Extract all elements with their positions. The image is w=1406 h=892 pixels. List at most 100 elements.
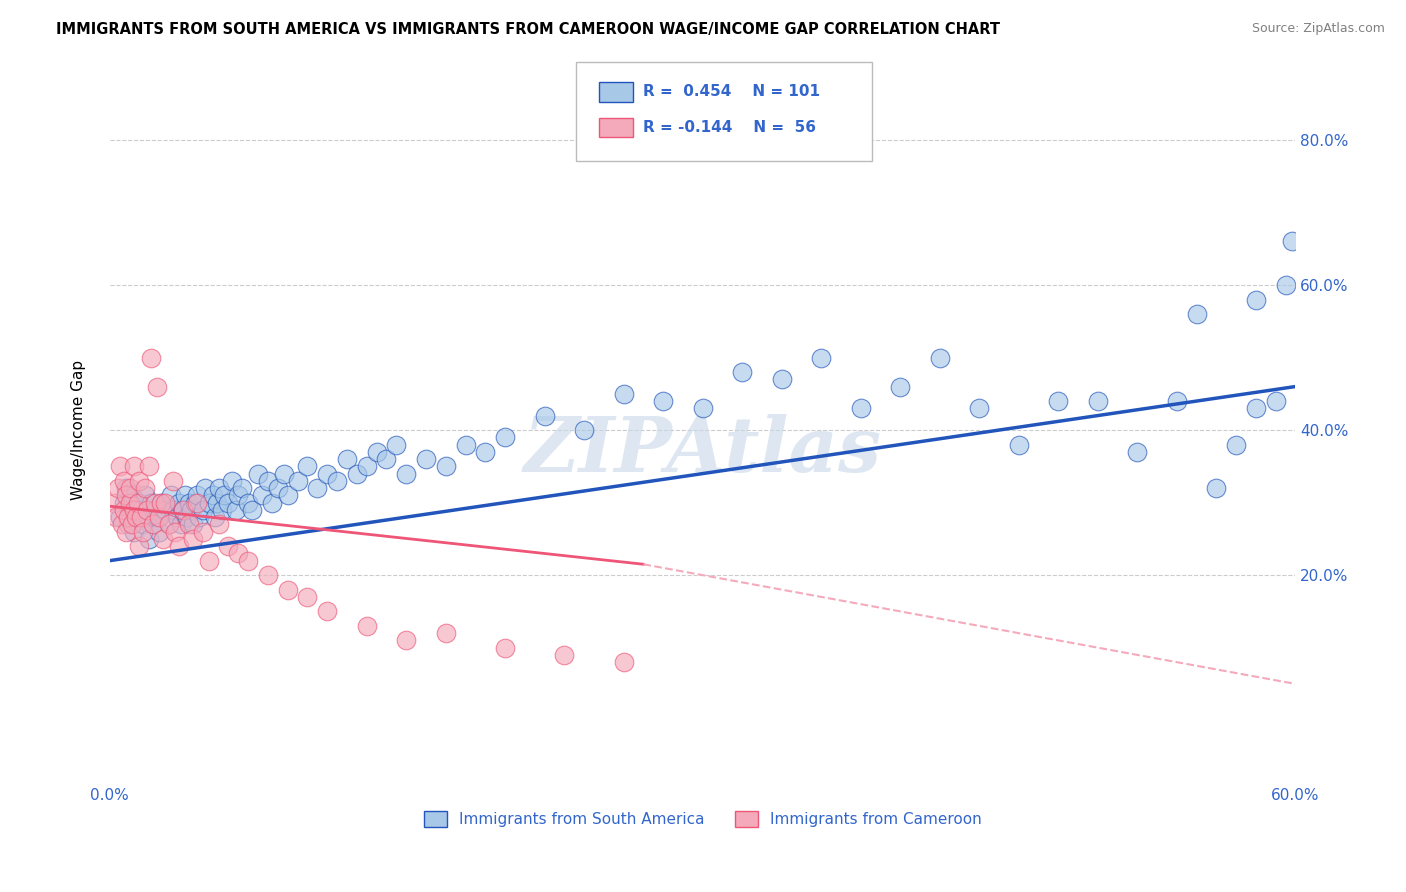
Point	[326, 474, 349, 488]
Point	[108, 459, 131, 474]
Text: Source: ZipAtlas.com: Source: ZipAtlas.com	[1251, 22, 1385, 36]
Point	[177, 517, 200, 532]
Text: R =  0.454    N = 101: R = 0.454 N = 101	[643, 85, 820, 99]
Text: R = -0.144    N =  56: R = -0.144 N = 56	[643, 120, 815, 135]
Point	[307, 481, 329, 495]
Point	[1047, 394, 1070, 409]
Point	[117, 510, 139, 524]
Point	[366, 445, 388, 459]
Point	[186, 488, 208, 502]
Point	[127, 510, 149, 524]
Point	[207, 517, 229, 532]
Point	[134, 488, 156, 502]
Point	[204, 510, 226, 524]
Point	[112, 503, 135, 517]
Point	[141, 351, 163, 365]
Point	[112, 474, 135, 488]
Point	[395, 633, 418, 648]
Point	[197, 495, 219, 509]
Point	[157, 517, 180, 532]
Point	[240, 503, 263, 517]
Point	[124, 510, 146, 524]
Point	[214, 488, 236, 502]
Point	[167, 495, 190, 509]
Point	[346, 467, 368, 481]
Point	[142, 517, 165, 532]
Point	[273, 467, 295, 481]
Point	[194, 481, 217, 495]
Point	[692, 401, 714, 416]
Point	[250, 488, 273, 502]
Point	[170, 517, 193, 532]
Point	[177, 495, 200, 509]
Point	[197, 554, 219, 568]
Point	[191, 524, 214, 539]
Point	[928, 351, 950, 365]
Point	[316, 604, 339, 618]
Point	[260, 495, 283, 509]
Point	[118, 481, 141, 495]
Point	[207, 481, 229, 495]
Point	[112, 495, 135, 509]
Point	[111, 517, 134, 532]
Point	[180, 503, 202, 517]
Text: ZIPAtlas: ZIPAtlas	[523, 414, 882, 488]
Point	[150, 495, 173, 509]
Point	[221, 474, 243, 488]
Point	[211, 503, 233, 517]
Point	[316, 467, 339, 481]
Point	[225, 503, 247, 517]
Point	[889, 379, 911, 393]
Point	[128, 539, 150, 553]
Point	[201, 488, 224, 502]
Point	[217, 539, 239, 553]
Point	[153, 495, 176, 509]
Point	[122, 503, 145, 517]
Y-axis label: Wage/Income Gap: Wage/Income Gap	[72, 360, 86, 500]
Point	[267, 481, 290, 495]
Point	[277, 582, 299, 597]
Point	[217, 495, 239, 509]
Point	[1274, 278, 1296, 293]
Point	[141, 495, 163, 509]
Point	[257, 474, 280, 488]
Point	[181, 517, 204, 532]
Point	[136, 510, 159, 524]
Point	[181, 532, 204, 546]
Point	[103, 495, 125, 509]
Point	[1185, 307, 1208, 321]
Point	[226, 546, 249, 560]
Point	[114, 481, 136, 495]
Point	[127, 495, 149, 509]
Point	[247, 467, 270, 481]
Point	[131, 510, 153, 524]
Point	[114, 488, 136, 502]
Point	[132, 517, 155, 532]
Point	[1166, 394, 1188, 409]
Point	[128, 495, 150, 509]
Point	[277, 488, 299, 502]
Point	[117, 517, 139, 532]
Point	[1225, 437, 1247, 451]
Point	[122, 459, 145, 474]
Point	[356, 619, 378, 633]
Point	[810, 351, 832, 365]
Point	[187, 510, 209, 524]
Point	[162, 503, 184, 517]
Point	[160, 488, 183, 502]
Point	[176, 510, 198, 524]
Point	[148, 524, 170, 539]
Point	[356, 459, 378, 474]
Point	[128, 474, 150, 488]
Point	[138, 459, 160, 474]
Point	[142, 517, 165, 532]
Point	[494, 640, 516, 655]
Point	[533, 409, 555, 423]
Point	[1205, 481, 1227, 495]
Point	[114, 524, 136, 539]
Point	[238, 495, 260, 509]
Point	[148, 510, 170, 524]
Point	[613, 655, 636, 669]
Point	[454, 437, 477, 451]
Point	[1244, 293, 1267, 307]
